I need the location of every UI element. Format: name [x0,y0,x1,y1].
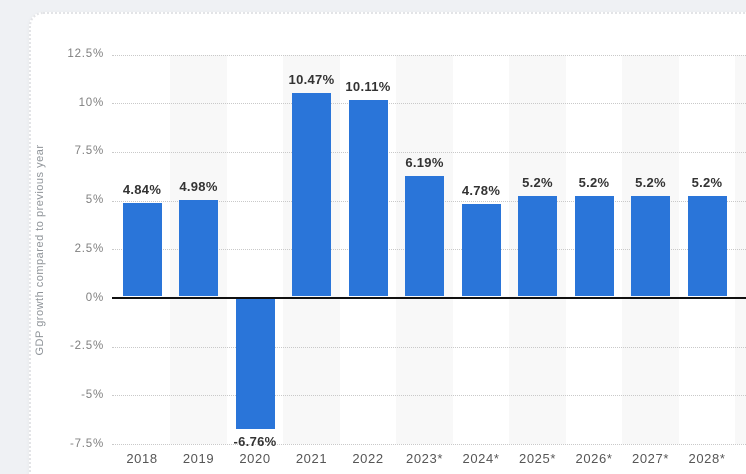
bar-value-label: 10.47% [288,72,335,88]
gridline [112,444,746,446]
x-tick-label: 2020 [239,451,271,466]
y-tick-label: 5% [85,194,104,207]
y-tick-label: 2.5% [74,242,104,255]
bar-2023*[interactable] [405,176,444,296]
y-tick-label: 7.5% [74,145,104,158]
gridline [112,103,746,105]
x-tick-label: 2019 [182,451,215,466]
bar-value-label: 4.98% [179,178,218,194]
bar-value-label: 4.78% [461,182,501,198]
x-tick-label: 2018 [126,451,158,466]
y-tick-label: 10% [78,96,104,109]
bar-2022[interactable] [348,100,388,296]
bar-value-label: 5.2% [578,174,610,190]
bar-value-label: 4.84% [122,181,162,197]
y-tick-label: -5% [81,388,104,401]
bar-2025*[interactable] [518,195,557,296]
x-tick-label: 2028* [688,451,726,466]
bar-value-label: 10.11% [345,79,391,95]
y-tick-label: -2.5% [69,340,104,353]
bar-2024*[interactable] [461,203,501,296]
x-tick-label: 2026* [575,451,613,466]
x-tick-label: 2027* [632,451,669,466]
x-tick-label: 2021 [295,451,328,466]
x-tick-label: 2022 [352,451,384,466]
gridline [112,54,746,56]
gridline [112,346,746,348]
bar-2027*[interactable] [631,195,670,296]
gridline [112,395,746,397]
zero-axis-line [112,297,746,299]
bar-value-label: -6.76% [233,433,277,449]
bar-2021[interactable] [292,93,331,296]
bar-2028*[interactable] [687,195,727,296]
bar-value-label: 5.2% [635,174,666,190]
x-tick-label: 2025* [519,451,556,466]
y-tick-label: 12.5% [67,48,104,60]
y-tick-label: 0% [85,291,104,304]
bar-value-label: 5.2% [522,174,553,190]
bar-2026*[interactable] [574,195,614,296]
gridline [112,151,746,153]
x-tick-label: 2024* [462,451,500,466]
bar-2018[interactable] [122,202,162,296]
x-tick-label: 2023* [406,451,443,466]
bar-2019[interactable] [179,199,218,296]
bar-2020[interactable] [235,299,275,429]
bar-value-label: 5.2% [691,174,723,190]
y-tick-label: -7.5% [69,437,104,450]
bar-value-label: 6.19% [405,155,444,171]
